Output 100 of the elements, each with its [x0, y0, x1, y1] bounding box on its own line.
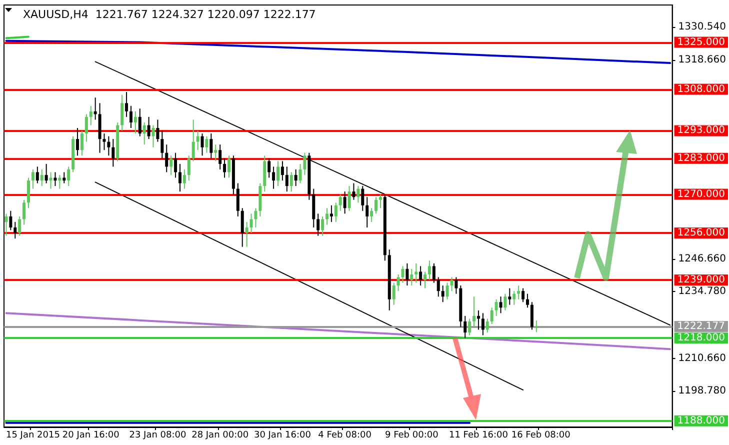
x-tick-label: 30 Jan 16:00	[254, 430, 312, 440]
candlestick	[156, 119, 160, 142]
candlestick	[517, 285, 520, 300]
line-series	[5, 40, 672, 64]
candlestick	[454, 276, 458, 294]
candlestick	[361, 186, 364, 212]
ref-line-label: 1239.000	[677, 274, 726, 286]
candlestick	[321, 216, 324, 236]
y-tick-label: 1234.780	[678, 286, 726, 298]
candlestick	[512, 290, 516, 306]
candlestick	[508, 288, 512, 306]
candlestick	[67, 166, 70, 187]
candlestick	[490, 307, 494, 325]
candlestick	[182, 168, 186, 190]
candlestick	[236, 182, 240, 217]
candlestick	[134, 110, 137, 134]
candlestick	[174, 152, 178, 178]
y-tick-label: 1246.660	[678, 253, 726, 264]
candlestick	[464, 315, 467, 339]
candlestick	[160, 130, 164, 159]
candlestick	[334, 202, 338, 222]
ref-line-label: 1222.177	[677, 320, 726, 332]
ref-line-label: 1325.000	[677, 36, 726, 48]
candlestick	[481, 312, 484, 336]
candlestick	[49, 172, 52, 190]
ref-line-label: 1256.000	[677, 227, 726, 238]
candlestick	[214, 144, 218, 162]
x-tick-label: 23 Jan 08:00	[129, 430, 186, 440]
candlestick	[280, 160, 284, 181]
ref-line-label: 1308.000	[677, 84, 726, 95]
candlestick	[343, 191, 346, 214]
x-tick-label: 28 Jan 00:00	[192, 430, 249, 440]
candlestick	[401, 266, 404, 284]
x-tick-label: 11 Feb 16:00	[448, 430, 508, 440]
x-tick-label: 20 Jan 16:00	[62, 430, 120, 440]
candlestick	[165, 144, 168, 173]
candlestick	[356, 186, 360, 204]
candlestick	[396, 274, 400, 292]
candlestick	[303, 152, 306, 176]
candlestick	[152, 124, 155, 148]
candlestick	[40, 168, 44, 187]
candlestick	[254, 208, 258, 228]
candlestick	[298, 163, 302, 184]
candlestick	[526, 293, 529, 308]
candlestick	[112, 138, 115, 168]
candlestick	[44, 163, 48, 184]
candlestick	[58, 174, 62, 190]
x-tick-label: 15 Jan 2015	[6, 430, 60, 440]
candlestick	[522, 288, 525, 303]
ref-line-label: 1270.000	[677, 188, 726, 200]
y-tick-label: 1330.540	[678, 22, 726, 32]
candlestick	[494, 298, 498, 316]
candlestick	[370, 208, 374, 222]
candlestick	[142, 122, 146, 146]
candlestick	[410, 268, 414, 286]
candlestick	[441, 285, 444, 303]
candlestick	[94, 97, 97, 120]
candlestick	[27, 177, 30, 209]
candlestick	[330, 204, 333, 222]
chart-title: XAUUSD,H4 1221.767 1224.327 1220.097 1222.177	[23, 8, 316, 21]
candlestick	[240, 208, 244, 248]
candlestick	[499, 296, 502, 314]
candlestick	[223, 158, 226, 178]
candlestick	[366, 196, 369, 228]
candlestick	[290, 172, 293, 192]
ref-line-label: 1283.000	[677, 152, 726, 164]
candlestick	[316, 213, 320, 236]
x-tick-label: 16 Feb 08:00	[511, 430, 571, 440]
candlestick	[227, 155, 230, 178]
candlestick	[205, 136, 208, 154]
candlestick	[138, 108, 142, 137]
candlestick	[392, 282, 396, 306]
candlestick	[54, 172, 57, 187]
candlestick	[147, 116, 150, 140]
candlestick	[419, 266, 422, 286]
candlestick	[36, 166, 39, 184]
ref-line-label: 1218.000	[677, 332, 726, 344]
candlestick	[187, 155, 190, 181]
x-tick-label: 4 Feb 08:00	[318, 430, 372, 440]
candlestick	[432, 262, 436, 284]
candlestick	[486, 318, 489, 333]
candlestick	[348, 186, 351, 212]
candlestick	[89, 105, 92, 126]
candlestick	[476, 310, 480, 330]
candlestick	[76, 127, 80, 156]
candlestick	[18, 216, 22, 236]
x-tick-label: 9 Feb 00:00	[384, 430, 439, 440]
candlestick	[14, 221, 17, 240]
candlestick	[406, 262, 409, 286]
candlestick	[285, 166, 288, 192]
candlestick	[374, 196, 378, 214]
candlestick	[446, 282, 449, 300]
candlestick	[530, 302, 534, 330]
candlestick	[80, 130, 84, 156]
candlestick	[272, 166, 276, 190]
candlestick	[276, 160, 280, 187]
y-tick-label: 1210.660	[678, 352, 726, 364]
candlestick	[250, 213, 253, 234]
candlestick	[200, 133, 204, 156]
candlestick	[4, 213, 8, 236]
